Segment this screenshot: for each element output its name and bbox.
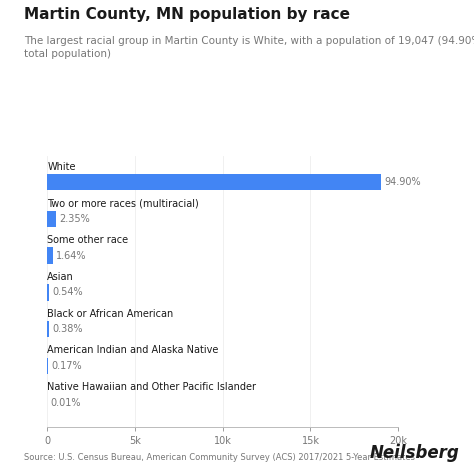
Text: White: White: [47, 162, 76, 172]
Text: The largest racial group in Martin County is White, with a population of 19,047 : The largest racial group in Martin Count…: [24, 36, 474, 59]
Text: 0.01%: 0.01%: [51, 398, 81, 408]
Text: Source: U.S. Census Bureau, American Community Survey (ACS) 2017/2021 5-Year Est: Source: U.S. Census Bureau, American Com…: [24, 453, 415, 462]
Bar: [47, 321, 49, 337]
Text: 2.35%: 2.35%: [59, 214, 90, 224]
Text: Two or more races (multiracial): Two or more races (multiracial): [47, 199, 199, 209]
Bar: [47, 210, 55, 227]
Bar: [47, 358, 48, 374]
Text: 94.90%: 94.90%: [384, 177, 421, 187]
Text: 1.64%: 1.64%: [56, 251, 87, 261]
Text: Native Hawaiian and Other Pacific Islander: Native Hawaiian and Other Pacific Island…: [47, 382, 256, 392]
Text: Black or African American: Black or African American: [47, 309, 173, 319]
Text: American Indian and Alaska Native: American Indian and Alaska Native: [47, 346, 219, 356]
Text: 0.38%: 0.38%: [52, 324, 82, 334]
Bar: [47, 247, 53, 264]
Text: Martin County, MN population by race: Martin County, MN population by race: [24, 7, 350, 22]
Text: 0.17%: 0.17%: [51, 361, 82, 371]
Bar: [47, 174, 382, 191]
Text: Asian: Asian: [47, 272, 74, 282]
Text: 0.54%: 0.54%: [53, 287, 83, 297]
Text: Some other race: Some other race: [47, 235, 128, 245]
Text: Neilsberg: Neilsberg: [370, 444, 460, 462]
Bar: [47, 284, 49, 301]
